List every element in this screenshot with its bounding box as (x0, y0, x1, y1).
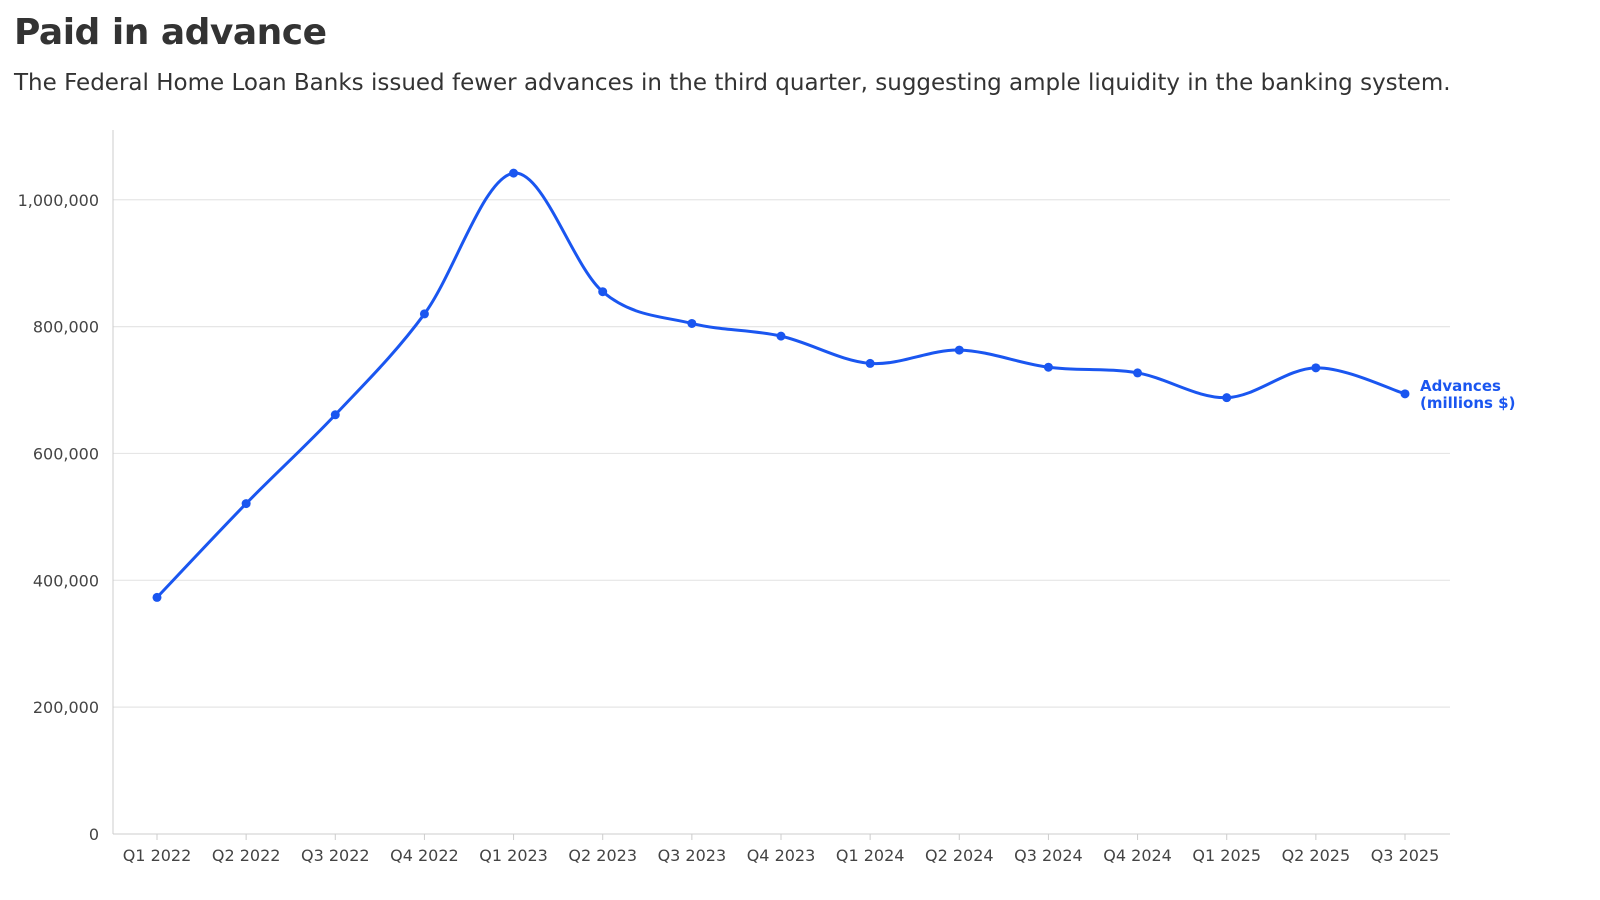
x-tick-label: Q3 2024 (1014, 846, 1083, 865)
series-line-advances (155, 171, 1406, 599)
x-tick-label: Q2 2023 (568, 846, 637, 865)
x-tick-label: Q4 2023 (747, 846, 816, 865)
data-point-q4-2023 (776, 331, 786, 341)
chart-title: Paid in advance (14, 12, 327, 53)
axes (112, 130, 1450, 835)
data-point-q2-2024 (954, 345, 964, 355)
x-tick-label: Q1 2022 (123, 846, 192, 865)
data-point-q1-2024 (865, 358, 875, 368)
y-tick-label: 0 (89, 825, 99, 844)
data-point-q1-2025 (1222, 393, 1232, 403)
data-point-q1-2023 (509, 168, 519, 178)
x-tick-label: Q2 2024 (925, 846, 994, 865)
y-tick-label: 600,000 (33, 444, 99, 463)
y-tick-label: 1,000,000 (18, 191, 99, 210)
data-point-q3-2024 (1043, 362, 1053, 372)
x-tick-label: Q4 2024 (1103, 846, 1172, 865)
x-tick-label: Q3 2025 (1371, 846, 1440, 865)
x-tick-label: Q1 2023 (479, 846, 548, 865)
y-axis-ticks: 0 200,000 400,000 600,000 800,000 1,000,000 (18, 191, 99, 844)
data-point-q4-2022 (419, 309, 429, 319)
x-axis-ticks: Q1 2022 Q2 2022 Q3 2022 Q4 2022 Q1 2023 Q2 20… (123, 834, 1440, 865)
y-tick-label: 400,000 (33, 571, 99, 590)
data-points (152, 168, 1410, 602)
data-point-q2-2022 (241, 499, 251, 509)
data-point-q3-2025 (1400, 389, 1410, 399)
x-tick-label: Q4 2022 (390, 846, 459, 865)
x-tick-label: Q3 2022 (301, 846, 370, 865)
data-point-q3-2022 (330, 410, 340, 420)
y-tick-label: 800,000 (33, 318, 99, 337)
data-point-q4-2024 (1133, 368, 1143, 378)
data-point-q2-2023 (598, 287, 608, 297)
x-tick-label: Q3 2023 (658, 846, 727, 865)
series-label-line-2: (millions $) (1420, 394, 1515, 412)
x-tick-label: Q1 2024 (836, 846, 905, 865)
data-point-q3-2023 (687, 318, 697, 328)
series-label-line-1: Advances (1420, 377, 1501, 395)
gridlines (113, 199, 1450, 708)
data-point-q2-2025 (1311, 363, 1321, 373)
chart-subtitle: The Federal Home Loan Banks issued fewer… (14, 70, 1451, 96)
data-point-q1-2022 (152, 592, 162, 602)
y-tick-label: 200,000 (33, 698, 99, 717)
x-tick-label: Q1 2025 (1192, 846, 1261, 865)
x-tick-label: Q2 2025 (1282, 846, 1351, 865)
x-tick-label: Q2 2022 (212, 846, 281, 865)
